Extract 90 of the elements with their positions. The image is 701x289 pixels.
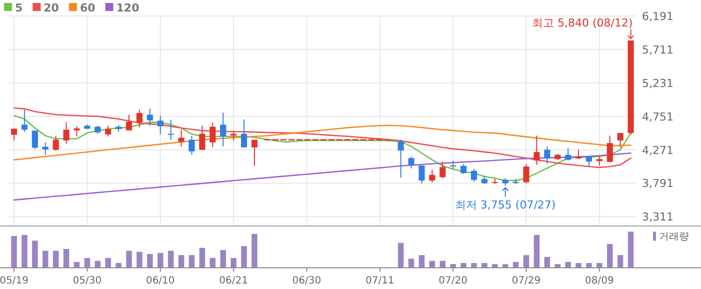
candlestick [575, 149, 582, 160]
candlestick [544, 146, 550, 164]
candlestick [220, 112, 226, 147]
x-tick-label: 07/11 [365, 276, 394, 287]
bar [398, 242, 404, 268]
bar [440, 260, 446, 268]
candlestick [534, 135, 540, 166]
bar [628, 232, 634, 268]
bar [168, 250, 174, 268]
candlestick [63, 122, 70, 144]
bar [22, 234, 28, 268]
candlestick [617, 132, 624, 148]
candlestick [408, 156, 414, 170]
bar [408, 258, 414, 268]
candlestick [105, 125, 112, 137]
bar [534, 234, 540, 268]
y-tick-label: 3,311 [642, 210, 674, 224]
bar [11, 236, 17, 268]
candlestick [210, 122, 216, 148]
candlestick [157, 115, 164, 135]
bar [606, 244, 613, 268]
candlestick [126, 114, 132, 131]
x-tick-label: 05/19 [0, 276, 28, 287]
candlestick [136, 109, 142, 128]
bar [178, 255, 184, 268]
annotation: 최고 5,840 (08/12) [532, 16, 633, 30]
candlestick [188, 135, 195, 156]
bar [42, 250, 48, 268]
bar [199, 248, 206, 268]
candlestick [586, 155, 592, 167]
bar [188, 255, 195, 268]
legend-label: 120 [116, 2, 140, 14]
candlestick [251, 139, 258, 166]
y-tick-label: 3,791 [642, 177, 674, 190]
candlestick [440, 161, 446, 179]
candlestick [418, 165, 425, 184]
legend-label: 60 [80, 2, 96, 14]
line-series [13, 107, 632, 168]
y-tick-label: 5,711 [642, 43, 674, 56]
candlestick [52, 135, 59, 152]
bar [136, 252, 142, 268]
candlestick [146, 108, 153, 126]
x-tick-label: 08/09 [585, 276, 614, 287]
candlestick [199, 125, 206, 150]
candlestick [178, 129, 184, 147]
candlestick [398, 139, 404, 178]
legend-label: 거래량 [659, 232, 689, 243]
candlestick [74, 126, 80, 137]
bar [241, 246, 247, 268]
candlestick [42, 142, 48, 156]
bar [52, 250, 59, 268]
bar [220, 250, 226, 268]
legend-label: 20 [44, 2, 60, 14]
candlestick [10, 128, 18, 141]
bar [565, 262, 571, 268]
x-tick-label: 07/29 [512, 276, 541, 287]
candlestick [240, 118, 248, 148]
y-tick-label: 5,231 [642, 76, 674, 90]
bar [418, 255, 425, 268]
candlestick [596, 156, 602, 166]
bar [147, 254, 153, 268]
candlestick [429, 169, 436, 184]
bar [158, 252, 164, 268]
candlestick [460, 164, 467, 174]
candlestick [21, 109, 28, 132]
line-series [13, 124, 632, 160]
x-tick-label: 07/20 [438, 276, 468, 287]
candlestick [32, 130, 38, 150]
candlestick [470, 168, 478, 182]
candlestick [168, 119, 174, 140]
bar [105, 258, 111, 268]
bar [63, 248, 70, 268]
y-tick-label: 4,751 [642, 110, 674, 124]
candlestick [565, 148, 572, 162]
legend-label: 5 [15, 2, 23, 14]
x-tick-label: 06/30 [292, 276, 322, 287]
x-tick-label: 05/30 [72, 276, 102, 287]
y-tick-label: 6,191 [642, 10, 674, 23]
candlestick [606, 135, 613, 164]
y-tick-label: 4,271 [642, 144, 674, 157]
candlestick [523, 164, 530, 184]
x-tick-label: 06/10 [146, 276, 175, 287]
bar [617, 255, 624, 268]
bar [523, 255, 530, 268]
bar [252, 234, 258, 268]
bar [126, 250, 132, 268]
bar [32, 240, 38, 268]
bar [230, 258, 236, 268]
x-tick-label: 06/21 [219, 276, 248, 287]
annotation: 최저 3,755 (07/27) [454, 198, 556, 212]
